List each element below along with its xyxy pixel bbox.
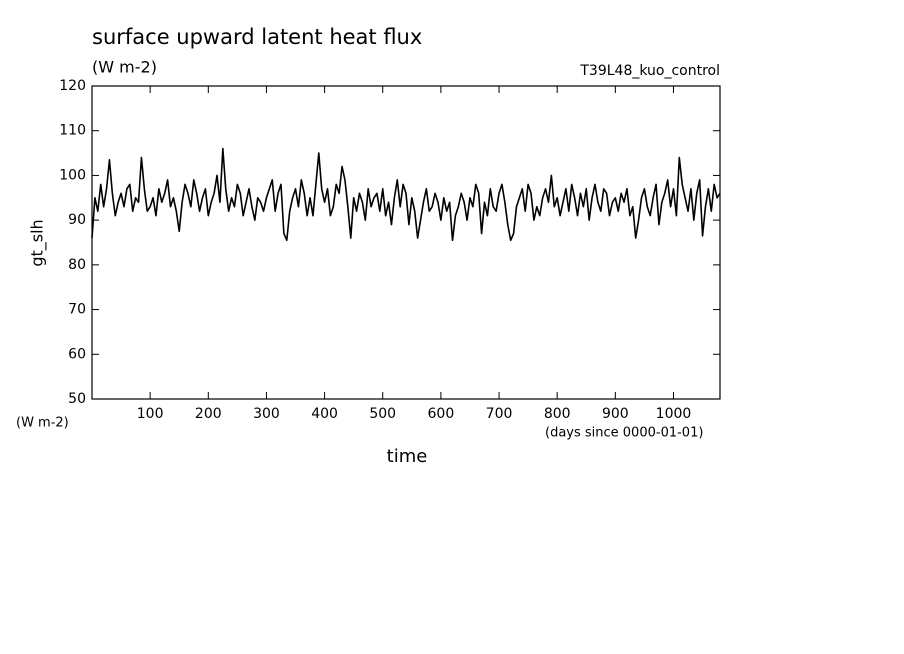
x-unit-label: (days since 0000-01-01) xyxy=(545,426,703,441)
y-tick-label: 110 xyxy=(59,123,86,139)
y-tick-label: 50 xyxy=(68,391,86,407)
x-tick-label: 500 xyxy=(369,406,396,422)
y-unit-label: (W m-2) xyxy=(16,416,69,431)
x-tick-label: 600 xyxy=(428,406,455,422)
x-tick-label: 300 xyxy=(253,406,280,422)
data-line xyxy=(91,147,721,242)
x-tick-label: 800 xyxy=(544,406,571,422)
y-tick-label: 90 xyxy=(68,212,86,228)
y-axis-label: gt_slh xyxy=(28,219,48,266)
y-tick-label: 60 xyxy=(68,346,86,362)
x-tick-label: 900 xyxy=(602,406,629,422)
y-tick-label: 80 xyxy=(68,257,86,273)
chart-title: surface upward latent heat flux xyxy=(92,25,422,49)
y-tick-label: 100 xyxy=(59,167,86,183)
chart-subtitle: (W m-2) xyxy=(92,58,157,77)
x-tick-label: 200 xyxy=(195,406,222,422)
plot-frame xyxy=(91,85,721,400)
x-axis-label: time xyxy=(387,446,428,467)
x-tick-label: 700 xyxy=(486,406,513,422)
experiment-label: T39L48_kuo_control xyxy=(579,63,720,79)
x-tick-label: 100 xyxy=(137,406,164,422)
x-tick-label: 400 xyxy=(311,406,338,422)
y-tick-label: 120 xyxy=(59,78,86,94)
x-tick-label: 1000 xyxy=(656,406,692,422)
y-tick-label: 70 xyxy=(68,302,86,318)
